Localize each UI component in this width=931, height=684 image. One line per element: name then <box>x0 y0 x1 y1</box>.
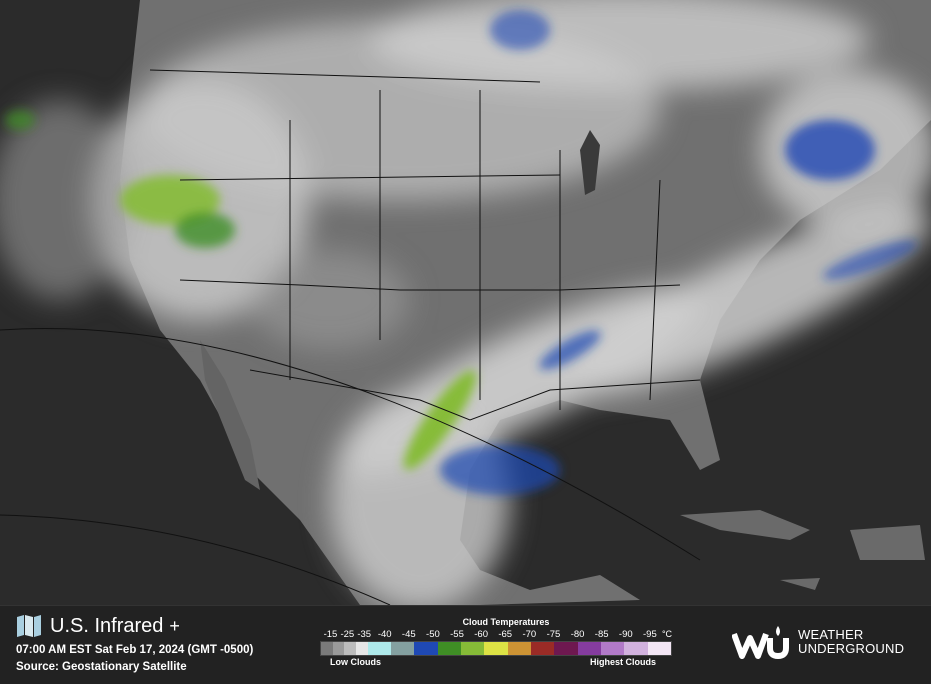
legend-low-label: Low Clouds <box>330 657 381 667</box>
legend-label: -45 <box>401 629 416 640</box>
data-source: Source: Geostationary Satellite <box>16 661 187 673</box>
brand-line2: UNDERGROUND <box>798 641 905 656</box>
map-title: U.S. Infrared <box>50 614 164 637</box>
legend-swatch <box>321 642 333 655</box>
legend-swatch <box>344 642 357 655</box>
legend-swatch <box>367 642 392 655</box>
wu-logo-mark <box>732 626 789 660</box>
caribbean-islands <box>680 510 925 590</box>
weather-underground-logo[interactable]: WEATHER UNDERGROUND <box>732 624 904 660</box>
legend-swatch <box>530 642 555 655</box>
legend-label: -35 <box>357 629 372 640</box>
legend-swatch <box>332 642 345 655</box>
satellite-map[interactable] <box>0 0 931 605</box>
legend-swatch <box>484 642 508 655</box>
legend-swatch <box>624 642 648 655</box>
legend-label: -50 <box>426 629 440 640</box>
cold-cloud-tops <box>5 10 918 495</box>
legend-swatch <box>437 642 461 655</box>
mexico-peninsula <box>200 340 260 490</box>
legend-label: -40 <box>377 629 392 640</box>
legend-label: -75 <box>546 629 561 640</box>
add-layer-button[interactable]: + <box>169 615 180 636</box>
legend-swatch <box>577 642 601 655</box>
legend-swatch <box>356 642 368 655</box>
map-icon <box>17 615 41 637</box>
cloud-temperature-legend: Cloud Temperatures -15 -25 -35 -40 -45 -50 -55… <box>320 617 672 667</box>
legend-swatch <box>461 642 485 655</box>
legend-label: -15 <box>323 629 338 640</box>
legend-label: -65 <box>498 629 513 640</box>
legend-label: -90 <box>618 629 633 640</box>
legend-swatch <box>554 642 578 655</box>
legend-label: -95 <box>643 629 657 640</box>
legend-unit: °C <box>661 629 673 639</box>
legend-swatch <box>391 642 415 655</box>
legend-label: -55 <box>450 629 464 640</box>
timestamp: 07:00 AM EST Sat Feb 17, 2024 (GMT -0500… <box>16 644 254 656</box>
legend-label: -25 <box>340 629 355 640</box>
legend-label: -70 <box>522 629 537 640</box>
legend-swatch <box>600 642 625 655</box>
info-bar: U.S. Infrared + 07:00 AM EST Sat Feb 17,… <box>0 605 931 684</box>
legend-labels: -15 -25 -35 -40 -45 -50 -55 -60 -65 -70 -75 -80 -85-… <box>320 629 672 640</box>
legend-label: -85 <box>594 629 609 640</box>
legend-swatch <box>647 642 671 655</box>
great-lakes <box>580 130 600 195</box>
legend-high-label: Highest Clouds <box>589 657 656 667</box>
legend-swatch <box>414 642 438 655</box>
legend-title: Cloud Temperatures <box>462 617 550 627</box>
brand-line1: WEATHER <box>798 627 864 642</box>
legend-swatch <box>507 642 531 655</box>
legend-color-bar <box>320 641 672 656</box>
state-borders <box>0 69 701 605</box>
legend-label: -60 <box>474 629 488 640</box>
legend-label: -80 <box>570 629 585 640</box>
